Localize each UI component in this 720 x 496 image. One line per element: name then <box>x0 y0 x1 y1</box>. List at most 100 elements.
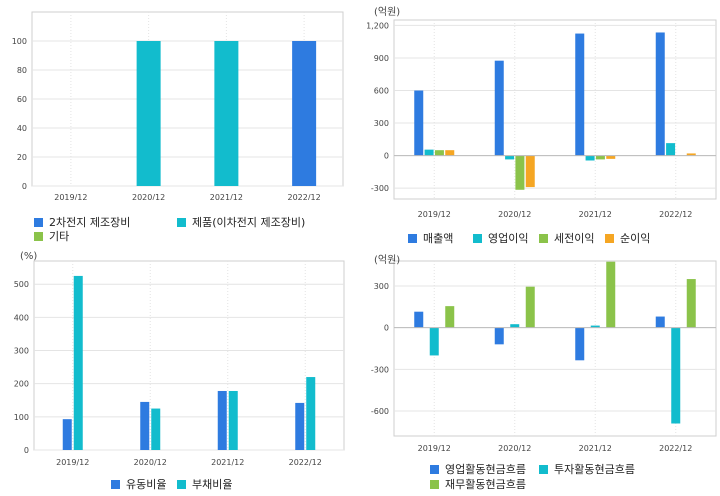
x-tick-label: 2022/12 <box>289 458 322 467</box>
unit-label: (억원) <box>374 255 401 266</box>
bar <box>606 155 616 159</box>
legend-label: 유동비율 <box>126 478 167 491</box>
bar <box>136 41 161 186</box>
bar <box>292 41 317 186</box>
unit-label: (%) <box>20 251 38 262</box>
bar <box>515 155 525 190</box>
unit-label: (억원) <box>374 7 401 18</box>
legend-item: 유동비율 <box>111 476 166 492</box>
bar <box>140 401 150 450</box>
legend-swatch <box>605 233 614 243</box>
x-tick-label: 2019/12 <box>418 444 451 453</box>
legend-label: 순이익 <box>620 232 651 245</box>
legend-label: 영업이익 <box>488 232 529 245</box>
chart-income-plot: -300 0 300 600 900 1,200 2019/12 2020/12 2021/12… <box>366 19 717 219</box>
bar <box>214 41 239 186</box>
legend-label: 세전이익 <box>554 232 595 245</box>
x-tick-label: 2022/12 <box>659 210 692 219</box>
bar <box>445 306 455 328</box>
bar <box>494 60 504 156</box>
legend-label: 2차전지 제조장비 <box>49 216 131 229</box>
legend-item: 부채비율 <box>177 476 232 492</box>
x-tick-label: 2022/12 <box>659 444 692 453</box>
x-tick-label: 2022/12 <box>288 193 321 200</box>
bar <box>686 153 696 156</box>
x-tick-label: 2020/12 <box>498 444 531 453</box>
chart-ratios-legend: 유동비율 부채비율 <box>0 248 360 496</box>
legend-label: 매출액 <box>423 232 454 245</box>
legend-swatch <box>408 233 417 243</box>
bar <box>575 327 585 361</box>
legend-label: 제품(이차전지 제조장비) <box>192 216 306 229</box>
bar <box>151 408 161 450</box>
chart-product-mix-plot: 0 20 40 60 80 100 2019/12 2020/12 2021/12 2022/12 <box>12 11 344 202</box>
bar <box>306 377 316 450</box>
chart-ratios: (%) 0 100 200 300 400 500 2019/12 2020/12 2021/1… <box>0 248 360 496</box>
legend-swatch <box>539 464 548 474</box>
bar <box>590 325 600 328</box>
bar <box>228 390 238 450</box>
y-tick-label: 80 <box>17 66 27 75</box>
chart-product-mix: 0 20 40 60 80 100 2019/12 2020/12 2021/12 2022/12… <box>0 0 360 248</box>
y-tick-label: 0 <box>384 152 389 161</box>
bar <box>445 150 455 156</box>
x-tick-label: 2019/12 <box>418 210 451 219</box>
legend-swatch <box>430 464 439 474</box>
x-tick-label: 2020/12 <box>132 193 165 200</box>
y-tick-label: 300 <box>374 282 389 291</box>
chart-cashflow-legend: 영업활동현금흐름 투자활동현금흐름 재무활동현금흐름 <box>360 248 720 496</box>
y-tick-label: -300 <box>371 184 389 193</box>
legend-label: 재무활동현금흐름 <box>445 478 526 491</box>
bar <box>424 149 434 156</box>
legend-item: 세전이익 <box>539 230 594 246</box>
chart-cashflow-plot: -600 -300 0 300 2019/12 2020/12 2021/12 2022/12 <box>371 260 717 453</box>
y-tick-label: 100 <box>14 413 29 422</box>
chart-income: (억원) -300 0 300 600 900 1,200 2019/12 2020/12 20… <box>360 0 720 248</box>
bar <box>510 324 520 328</box>
bar <box>494 327 504 345</box>
bar <box>73 275 83 450</box>
legend-swatch <box>34 217 43 227</box>
legend-item: 재무활동현금흐름 <box>430 476 526 492</box>
y-tick-label: 200 <box>14 380 29 389</box>
y-tick-label: 300 <box>14 347 29 356</box>
chart-cashflow: (억원) -600 -300 0 300 2019/12 2020/12 2021/12 20… <box>360 248 720 496</box>
bar <box>655 32 665 156</box>
bar <box>414 311 424 328</box>
y-tick-label: 20 <box>17 153 27 162</box>
x-tick-label: 2019/12 <box>56 458 89 467</box>
x-tick-label: 2021/12 <box>579 444 612 453</box>
bar <box>575 33 585 156</box>
legend-swatch <box>177 479 186 489</box>
bar <box>606 261 616 328</box>
y-tick-label: 500 <box>14 280 29 289</box>
legend-swatch <box>177 217 186 227</box>
y-tick-label: 0 <box>22 182 27 191</box>
y-tick-label: 400 <box>14 313 29 322</box>
chart-product-mix-legend: 2차전지 제조장비 제품(이차전지 제조장비) 기타 <box>0 0 360 248</box>
legend-item: 영업활동현금흐름 <box>430 461 526 477</box>
x-tick-label: 2021/12 <box>210 193 243 200</box>
y-tick-label: 0 <box>384 324 389 333</box>
legend-label: 투자활동현금흐름 <box>554 463 635 476</box>
y-tick-label: 900 <box>374 54 389 63</box>
x-tick-label: 2021/12 <box>211 458 244 467</box>
bar <box>655 316 665 328</box>
bar <box>666 143 676 156</box>
bar <box>217 390 227 450</box>
legend-label: 부채비율 <box>192 478 233 491</box>
legend-label: 기타 <box>49 230 70 243</box>
x-tick-label: 2020/12 <box>498 210 531 219</box>
legend-swatch <box>430 479 439 489</box>
y-tick-label: 1,200 <box>366 21 389 30</box>
y-tick-label: -600 <box>371 407 389 416</box>
bar <box>434 150 444 156</box>
legend-item: 제품(이차전지 제조장비) <box>177 214 305 230</box>
x-tick-label: 2021/12 <box>579 210 612 219</box>
legend-item: 투자활동현금흐름 <box>539 461 635 477</box>
legend-item: 기타 <box>34 228 69 244</box>
y-tick-label: 300 <box>374 119 389 128</box>
plot-frame <box>393 260 717 437</box>
bar <box>525 286 535 328</box>
legend-swatch <box>111 479 120 489</box>
